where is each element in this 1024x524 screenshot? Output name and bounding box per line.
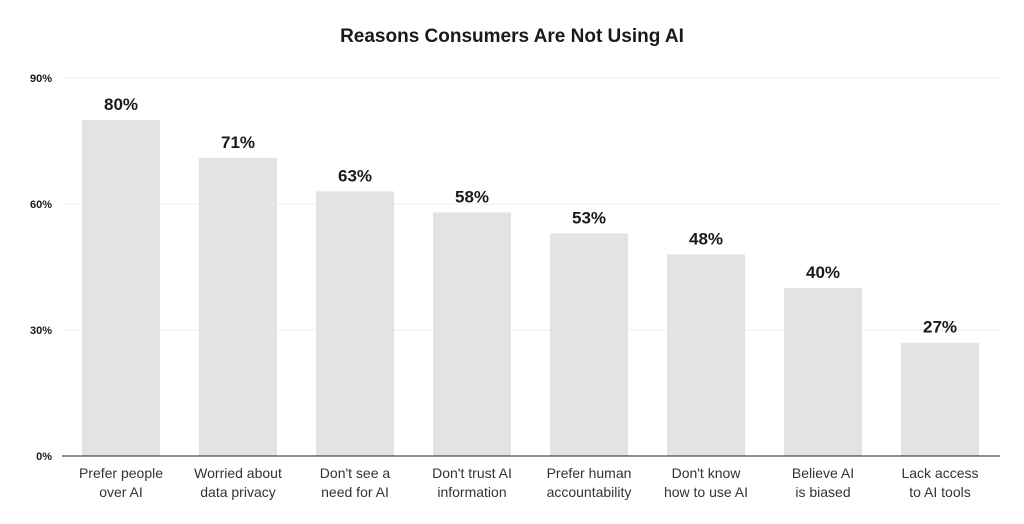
x-tick-label: Don't know how to use AI [664, 465, 748, 500]
bars [82, 120, 979, 457]
data-label: 53% [572, 208, 606, 227]
bar [667, 254, 745, 456]
y-tick-label: 0% [36, 451, 52, 463]
x-axis-ticks: Prefer people over AI Worried about data pr… [79, 465, 979, 500]
bar [199, 157, 277, 457]
data-label: 40% [806, 263, 840, 282]
bar [901, 342, 979, 456]
data-label: 80% [104, 95, 138, 114]
data-label: 58% [455, 187, 489, 206]
x-tick-label: Don't trust AI information [432, 465, 512, 500]
bar [433, 212, 511, 456]
y-axis-ticks: 0% 30% 60% 90% [30, 73, 52, 463]
x-tick-label: Lack access to AI tools [901, 465, 978, 500]
bar [784, 288, 862, 456]
x-tick-label: Believe AI is biased [792, 465, 854, 500]
x-tick-label: Don't see a need for AI [320, 465, 391, 500]
y-tick-label: 30% [30, 325, 52, 337]
x-tick-label: Prefer people over AI [79, 465, 163, 500]
chart-title: Reasons Consumers Are Not Using AI [340, 26, 684, 47]
x-tick-label: Prefer human accountability [547, 465, 632, 500]
data-label: 71% [221, 133, 255, 152]
data-label: 63% [338, 166, 372, 185]
data-label: 48% [689, 229, 723, 248]
bar [316, 191, 394, 456]
y-tick-label: 60% [30, 199, 52, 211]
y-tick-label: 90% [30, 73, 52, 85]
bar [550, 233, 628, 456]
bar [82, 120, 160, 456]
x-tick-label: Worried about data privacy [194, 465, 282, 500]
data-labels: 80% 71% 63% 58% 53% 48% 40% 27% [104, 95, 957, 337]
data-label: 27% [923, 318, 957, 337]
